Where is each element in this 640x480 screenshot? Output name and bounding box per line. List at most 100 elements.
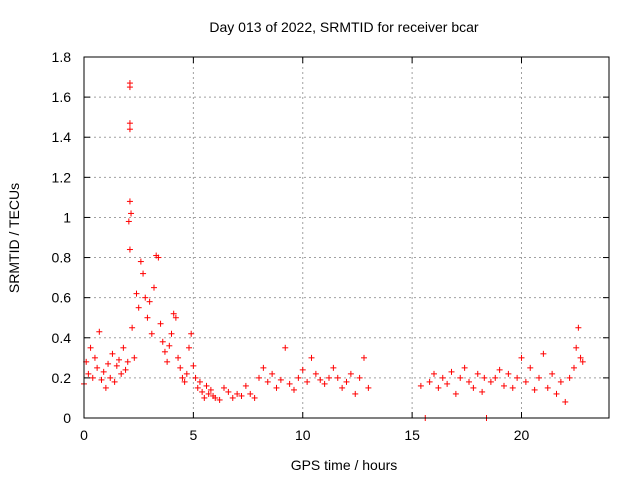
data-point <box>126 198 133 205</box>
data-point <box>124 358 131 365</box>
data-point <box>317 376 324 383</box>
x-tick-label: 15 <box>404 427 420 443</box>
data-point <box>161 348 168 355</box>
data-point <box>201 394 208 401</box>
data-point <box>199 388 206 395</box>
data-point <box>492 374 499 381</box>
data-point <box>151 284 157 291</box>
chart-title: Day 013 of 2022, SRMTID for receiver bca… <box>209 19 479 35</box>
data-point <box>256 374 262 381</box>
data-point <box>129 324 136 331</box>
data-point <box>321 380 328 387</box>
axis-ticks <box>83 56 609 419</box>
data-point <box>501 382 507 389</box>
data-point <box>549 370 556 377</box>
data-point <box>417 382 424 389</box>
data-point <box>269 370 276 377</box>
data-point <box>431 370 437 377</box>
data-point <box>91 354 98 361</box>
data-point <box>487 378 494 385</box>
data-point <box>474 370 481 377</box>
data-point <box>470 384 477 391</box>
data-point <box>190 362 197 369</box>
data-point <box>118 370 125 377</box>
y-tick-label: 0 <box>63 410 71 426</box>
x-tick-label: 20 <box>514 427 530 443</box>
data-point <box>100 368 107 375</box>
data-point <box>531 386 538 393</box>
data-point <box>183 370 190 377</box>
data-point <box>466 378 472 385</box>
data-point <box>461 364 468 371</box>
data-point <box>137 258 144 265</box>
data-point <box>334 374 341 381</box>
data-point <box>242 382 249 389</box>
data-point <box>330 364 337 371</box>
data-point <box>111 378 118 385</box>
data-point <box>140 270 147 277</box>
data-point <box>203 382 210 389</box>
data-point <box>439 374 446 381</box>
data-point <box>186 344 192 351</box>
data-point <box>579 358 586 365</box>
data-point <box>295 374 302 381</box>
data-point <box>273 384 280 391</box>
data-point <box>96 328 103 335</box>
data-point <box>188 330 195 337</box>
data-point <box>125 218 132 225</box>
data-point <box>365 384 372 391</box>
data-point <box>194 384 201 391</box>
data-point <box>540 350 547 357</box>
data-point <box>573 344 580 351</box>
data-point <box>144 314 151 321</box>
data-point <box>527 364 534 371</box>
x-tick-label: 0 <box>80 427 88 443</box>
data-point <box>122 366 129 373</box>
data-point <box>113 362 120 369</box>
data-point <box>452 390 459 397</box>
data-point <box>557 378 564 385</box>
data-point <box>566 374 573 381</box>
data-point <box>205 390 212 397</box>
y-tick-label: 1.6 <box>52 89 72 105</box>
y-tick-label: 0.6 <box>52 290 72 306</box>
data-point <box>448 368 455 375</box>
x-tick-label: 10 <box>295 427 311 443</box>
data-point <box>212 394 219 401</box>
data-point <box>505 370 512 377</box>
x-tick-label: 5 <box>189 427 197 443</box>
y-tick-label: 0.8 <box>52 250 72 266</box>
data-point <box>177 364 184 371</box>
data-point <box>277 376 284 383</box>
data-point <box>435 384 442 391</box>
data-point <box>120 344 127 351</box>
y-axis-label: SRMTID / TECUs <box>6 183 22 293</box>
data-point <box>347 370 354 377</box>
data-point <box>575 324 582 331</box>
data-point <box>109 350 116 357</box>
data-point <box>352 390 359 397</box>
data-point <box>126 126 133 133</box>
y-tick-label: 1 <box>63 209 71 225</box>
data-point <box>89 374 96 381</box>
data-point <box>87 344 94 351</box>
data-point <box>126 80 133 87</box>
data-point <box>172 314 179 321</box>
data-point <box>221 384 227 391</box>
data-point <box>457 374 464 381</box>
data-point <box>234 390 241 397</box>
data-point <box>107 374 114 381</box>
data-point <box>282 344 289 351</box>
data-point <box>116 356 122 363</box>
data-point <box>291 386 297 393</box>
data-point <box>286 380 293 387</box>
data-point <box>264 378 271 385</box>
data-point <box>426 378 433 385</box>
data-point <box>308 354 315 361</box>
data-point <box>105 360 112 367</box>
data-point <box>343 378 350 385</box>
data-point <box>326 374 332 381</box>
grid <box>84 57 609 418</box>
